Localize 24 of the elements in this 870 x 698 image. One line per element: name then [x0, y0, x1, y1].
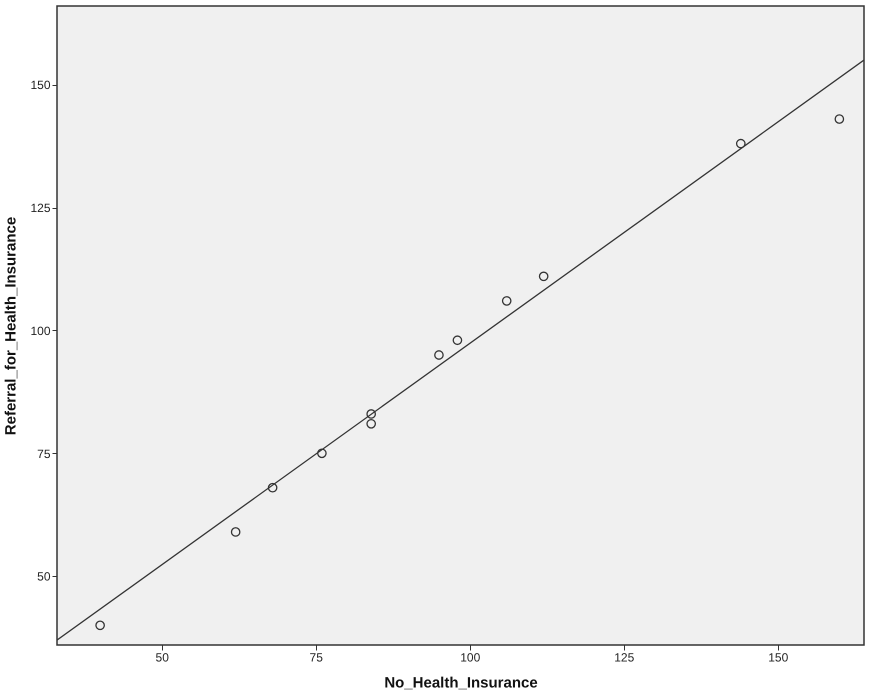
y-tick-label: 125 [30, 201, 51, 216]
point [95, 620, 105, 630]
x-tick-label: 75 [310, 650, 324, 664]
point [502, 296, 512, 306]
y-tick-label: 150 [30, 78, 51, 92]
y-axis-title: Referral_for_Health_Insurance [2, 216, 20, 436]
x-tick-label: 50 [156, 650, 170, 664]
point [230, 527, 240, 537]
x-axis-title: No_Health_Insurance [384, 674, 538, 692]
point [366, 418, 376, 429]
y-tick-label: 50 [37, 570, 51, 584]
point [434, 350, 444, 360]
x-tick-label: 150 [768, 650, 789, 664]
point [834, 114, 844, 124]
point [317, 448, 327, 458]
x-tick-label: 100 [460, 650, 481, 664]
point [452, 335, 462, 346]
y-tick-label: 75 [37, 446, 51, 461]
point [268, 482, 278, 493]
point [736, 138, 746, 148]
point [366, 409, 376, 419]
x-tick-label: 125 [614, 650, 635, 664]
y-tick-label: 100 [30, 324, 51, 338]
point [538, 272, 548, 282]
